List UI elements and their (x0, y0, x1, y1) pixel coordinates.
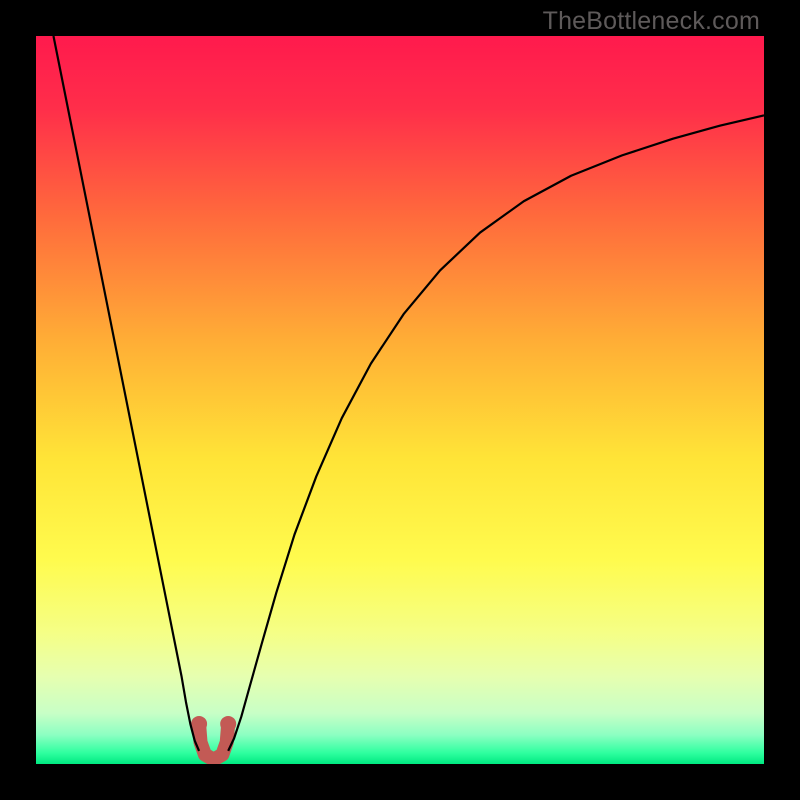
plot-svg (36, 36, 764, 764)
plot-area (36, 36, 764, 764)
watermark-text: TheBottleneck.com (543, 7, 760, 36)
chart-frame: TheBottleneck.com (0, 0, 800, 800)
